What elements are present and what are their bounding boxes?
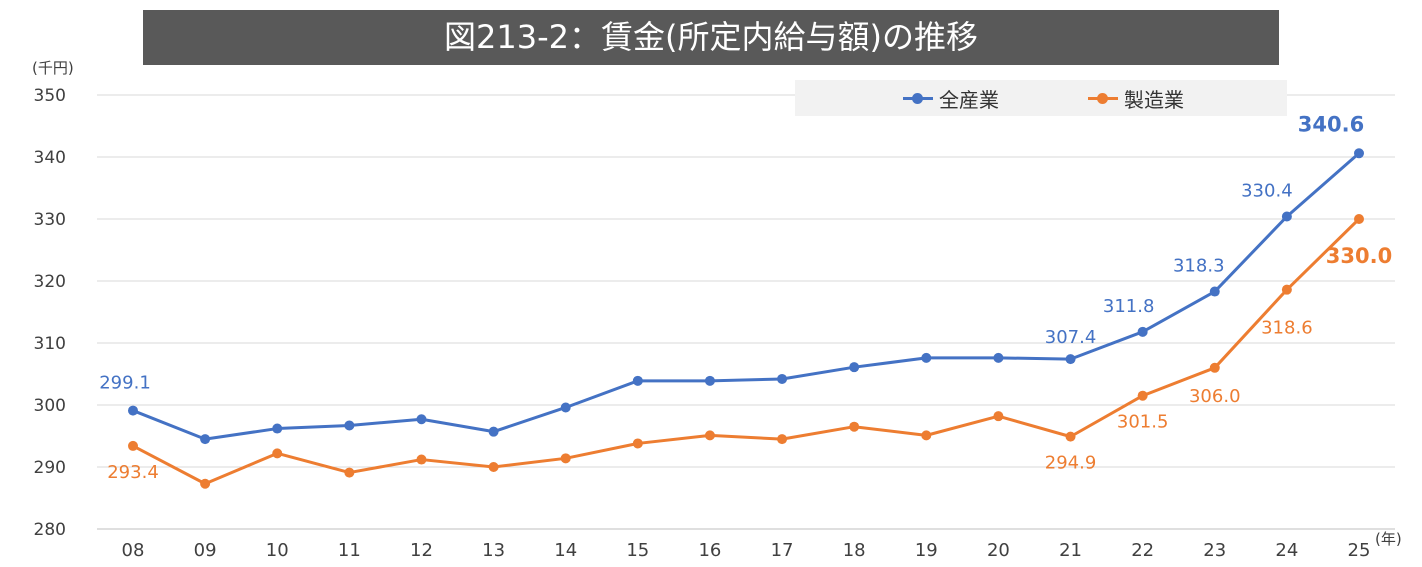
data-label: 306.0	[1189, 386, 1241, 407]
data-point	[1354, 214, 1364, 224]
legend-label: 全産業	[939, 87, 999, 112]
data-point	[560, 453, 571, 464]
data-point	[777, 434, 788, 445]
data-point	[632, 438, 643, 449]
x-tick-label: 11	[338, 540, 361, 561]
data-label: 293.4	[107, 462, 159, 483]
y-tick-label: 350	[34, 86, 66, 106]
chart-title: 図213-2：賃金(所定内給与額)の推移	[143, 10, 1279, 65]
y-tick-label: 320	[34, 272, 66, 292]
data-point	[1209, 286, 1220, 297]
data-point	[993, 352, 1004, 363]
legend-item-all-industries: 全産業	[903, 80, 999, 116]
y-tick-label: 300	[34, 396, 66, 416]
x-tick-label: 19	[915, 540, 938, 561]
data-point	[488, 426, 499, 437]
x-tick-label: 09	[194, 540, 217, 561]
x-tick-label: 17	[771, 540, 794, 561]
data-point	[488, 462, 499, 472]
x-tick-label: 13	[482, 540, 505, 561]
data-point	[1137, 390, 1148, 401]
x-tick-label: 08	[122, 540, 145, 561]
x-tick-label: 16	[698, 540, 721, 561]
data-point	[272, 423, 283, 434]
data-label: 318.3	[1173, 256, 1225, 277]
data-point	[921, 430, 932, 441]
x-tick-label: 14	[554, 540, 577, 561]
data-point	[128, 440, 138, 451]
x-axis-unit: (年)	[1375, 530, 1402, 548]
data-point	[704, 375, 715, 386]
y-axis-unit: (千円)	[32, 59, 74, 77]
data-point	[1065, 354, 1076, 365]
x-tick-label: 24	[1275, 540, 1298, 561]
data-point	[1137, 326, 1148, 337]
data-label: 301.5	[1117, 412, 1169, 433]
y-tick-label: 330	[34, 210, 66, 230]
data-point	[632, 375, 643, 386]
legend-line-icon	[903, 92, 933, 104]
data-point	[272, 448, 283, 459]
data-point	[777, 373, 788, 384]
data-point	[1281, 211, 1292, 222]
data-point	[921, 352, 932, 363]
series-line-0	[132, 152, 1360, 441]
y-tick-label: 340	[34, 148, 66, 168]
x-tick-label: 23	[1203, 540, 1226, 561]
data-label: 330.4	[1241, 181, 1293, 202]
y-tick-label: 290	[34, 458, 66, 478]
x-tick-label: 15	[626, 540, 649, 561]
data-point	[1354, 148, 1364, 159]
x-tick-label: 20	[987, 540, 1010, 561]
x-tick-label: 21	[1059, 540, 1082, 561]
x-tick-label: 25	[1348, 540, 1371, 561]
data-point	[416, 414, 427, 425]
data-point	[1065, 431, 1076, 442]
x-tick-label: 10	[266, 540, 289, 561]
data-label: 294.9	[1045, 453, 1097, 474]
data-point	[416, 454, 427, 465]
data-point	[200, 434, 211, 445]
data-point	[993, 411, 1004, 422]
series-line-1	[132, 217, 1361, 486]
legend-line-icon	[1088, 92, 1118, 104]
data-point	[704, 430, 715, 441]
data-point	[560, 402, 571, 413]
data-point	[1281, 284, 1292, 295]
legend: 全産業 製造業	[795, 80, 1287, 116]
data-point	[128, 405, 138, 416]
x-tick-label: 22	[1131, 540, 1154, 561]
legend-item-manufacturing: 製造業	[1088, 80, 1184, 116]
y-tick-label: 280	[34, 520, 66, 540]
x-tick-label: 18	[843, 540, 866, 561]
data-point	[200, 478, 211, 489]
legend-label: 製造業	[1124, 87, 1184, 112]
data-label: 299.1	[99, 373, 151, 394]
x-tick-label: 12	[410, 540, 433, 561]
data-label: 311.8	[1103, 296, 1155, 317]
data-point	[849, 421, 860, 432]
data-label: 330.0	[1326, 244, 1392, 268]
data-point	[1209, 362, 1220, 373]
y-tick-label: 310	[34, 334, 66, 354]
data-point	[344, 467, 355, 478]
data-point	[344, 420, 355, 431]
data-label: 318.6	[1261, 318, 1313, 339]
data-point	[849, 362, 860, 373]
data-label: 340.6	[1298, 112, 1364, 136]
data-label: 307.4	[1045, 327, 1097, 348]
